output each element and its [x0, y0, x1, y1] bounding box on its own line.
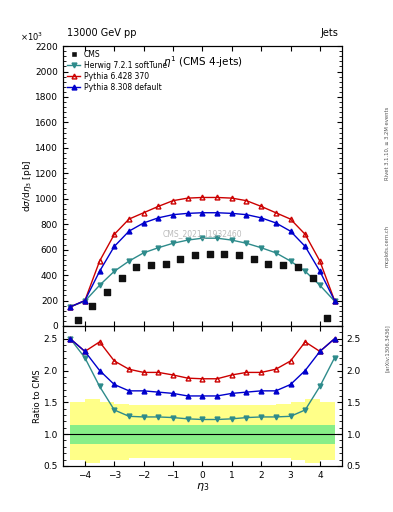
Text: $\times10^3$: $\times10^3$ [20, 31, 43, 44]
Text: [arXiv:1306.3436]: [arXiv:1306.3436] [385, 324, 389, 372]
Point [192, 251, 198, 260]
Point [221, 250, 228, 258]
Point [280, 261, 286, 269]
Text: 13000 GeV pp: 13000 GeV pp [67, 28, 136, 38]
Point [89, 302, 95, 310]
Point [163, 260, 169, 268]
Point [265, 260, 272, 268]
Point [251, 254, 257, 263]
Point [104, 288, 110, 296]
Point [207, 250, 213, 258]
Point [133, 263, 140, 271]
Text: mcplots.cern.ch: mcplots.cern.ch [385, 225, 389, 267]
Point [148, 261, 154, 269]
Legend: CMS, Herwig 7.2.1 softTune, Pythia 6.428 370, Pythia 8.308 default: CMS, Herwig 7.2.1 softTune, Pythia 6.428… [65, 48, 168, 93]
Text: $\eta^1$ (CMS 4-jets): $\eta^1$ (CMS 4-jets) [163, 54, 242, 70]
Text: CMS_2021_I1932460: CMS_2021_I1932460 [163, 229, 242, 238]
Point [309, 273, 316, 282]
Point [324, 314, 331, 323]
Y-axis label: Ratio to CMS: Ratio to CMS [33, 369, 42, 423]
Point [236, 251, 242, 260]
Point [118, 273, 125, 282]
Y-axis label: d$\sigma$/d$\eta_3$ [pb]: d$\sigma$/d$\eta_3$ [pb] [20, 160, 34, 212]
Point [177, 254, 184, 263]
Text: Rivet 3.1.10, ≥ 3.2M events: Rivet 3.1.10, ≥ 3.2M events [385, 106, 389, 180]
Text: Jets: Jets [320, 28, 338, 38]
Point [74, 315, 81, 324]
Point [295, 263, 301, 271]
X-axis label: $\eta_3$: $\eta_3$ [196, 481, 209, 493]
